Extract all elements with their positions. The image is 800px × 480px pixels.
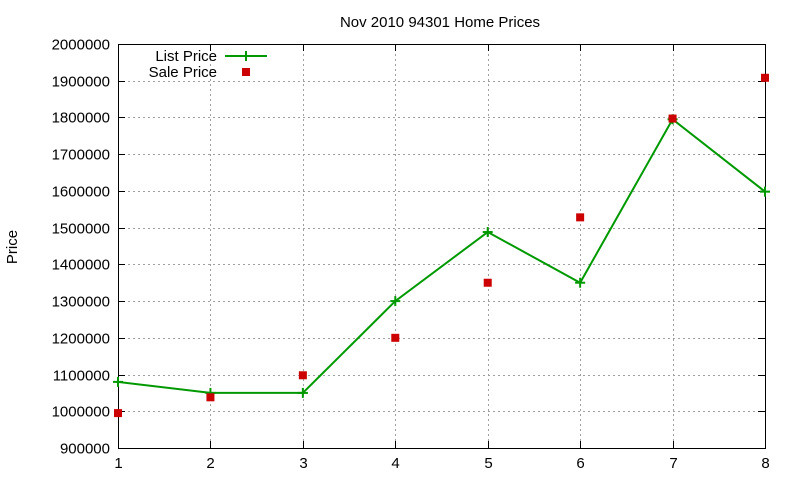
legend-swatch-list-price — [225, 51, 267, 61]
y-tick-label: 1700000 — [52, 147, 110, 164]
chart-title: Nov 2010 94301 Home Prices — [340, 14, 540, 31]
series-layer — [113, 73, 770, 418]
data-point-sale-price — [483, 278, 492, 287]
y-tick-label: 1300000 — [52, 294, 110, 311]
x-tick-label: 7 — [669, 455, 677, 472]
y-axis-label: Price — [4, 230, 21, 264]
y-tick-label: 1400000 — [52, 257, 110, 274]
data-point-sale-price — [206, 393, 215, 402]
data-point-list-price — [760, 186, 770, 197]
y-tick-label: 1000000 — [52, 404, 110, 421]
series-line-list-price — [117, 117, 766, 394]
data-point-sale-price — [761, 73, 769, 82]
y-tick-label: 1200000 — [52, 331, 110, 348]
y-tick-label: 1800000 — [52, 110, 110, 127]
series-sale-price — [114, 73, 769, 418]
data-point-list-price — [297, 387, 308, 398]
plot-area-border — [118, 44, 766, 449]
legend-label-sale-price: Sale Price — [149, 64, 217, 81]
x-tick-labels: 1 2 3 4 5 6 7 8 — [114, 455, 769, 472]
axis-ticks — [118, 44, 766, 449]
legend-marker — [241, 51, 251, 61]
data-point-sale-price — [298, 371, 307, 380]
x-tick-label: 3 — [299, 455, 307, 472]
x-tick-label: 4 — [391, 455, 399, 472]
data-point-list-price — [575, 277, 586, 288]
x-tick-label: 8 — [761, 455, 769, 472]
legend: List Price Sale Price — [149, 48, 267, 81]
x-tick-label: 6 — [576, 455, 584, 472]
x-tick-label: 1 — [114, 455, 122, 472]
data-point-sale-price — [391, 333, 400, 342]
data-point-list-price — [390, 296, 401, 307]
grid-lines — [118, 44, 765, 448]
legend-label-list-price: List Price — [155, 48, 217, 65]
data-point-sale-price — [668, 114, 677, 123]
x-tick-label: 5 — [484, 455, 492, 472]
x-tick-label: 2 — [206, 455, 214, 472]
legend-marker — [242, 68, 250, 76]
y-tick-label: 1500000 — [52, 221, 110, 238]
data-point-list-price — [113, 376, 123, 387]
y-tick-label: 900000 — [60, 441, 110, 458]
data-point-sale-price — [576, 213, 585, 222]
y-tick-label: 1600000 — [52, 184, 110, 201]
y-tick-label: 1900000 — [52, 74, 110, 91]
legend-swatch-sale-price — [242, 68, 250, 76]
data-point-list-price — [482, 227, 493, 238]
y-tick-label: 1100000 — [53, 368, 110, 385]
data-point-sale-price — [114, 409, 122, 418]
series-list-price — [113, 114, 770, 398]
y-tick-labels: 900000 1000000 1100000 1200000 1300000 140000… — [52, 37, 110, 458]
y-tick-label: 2000000 — [52, 37, 110, 54]
